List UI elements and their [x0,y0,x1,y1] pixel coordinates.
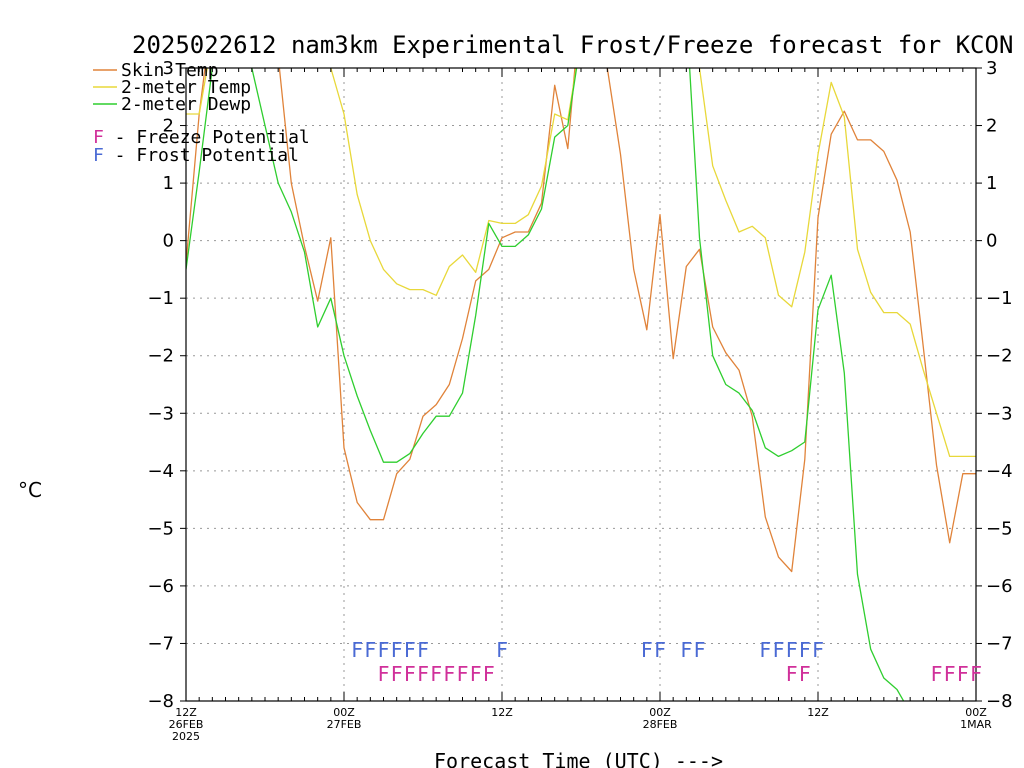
y-tick-label-left: −5 [147,518,174,539]
frost-marker: F [759,638,771,662]
freeze-marker: F [786,662,798,686]
x-tick-label: 28FEB [643,718,678,731]
freeze-marker: F [483,662,495,686]
freeze-marker: F [430,662,442,686]
frost-marker: F [417,638,429,662]
freeze-marker: F [930,662,942,686]
x-tick-label: 00Z [649,706,671,719]
x-tick-label: 00Z [333,706,355,719]
freeze-marker: F [443,662,455,686]
frost-marker: F [496,638,508,662]
y-tick-label-left: −4 [147,461,174,482]
y-tick-label-left: −2 [147,346,174,367]
y-tick-label-right: −6 [986,576,1013,597]
y-tick-label-right: −8 [986,691,1013,712]
frost-marker: F [641,638,653,662]
frost-marker: F [812,638,824,662]
y-tick-label-left: 1 [163,173,174,194]
x-tick-label: 00Z [965,706,987,719]
y-tick-label-right: 2 [986,116,997,137]
legend-label-temp: 2-meter Temp [121,77,251,98]
frost-marker: F [377,638,389,662]
freeze-marker: F [391,662,403,686]
legend-label-skin: Skin Temp [121,60,219,81]
freeze-marker: F [417,662,429,686]
series-line-dewp2m [186,68,905,701]
frost-marker: F [786,638,798,662]
grid [186,68,976,701]
y-tick-label-left: −1 [147,288,174,309]
y-tick-label-left: 2 [163,116,174,137]
freeze-marker: F [799,662,811,686]
legend-label-dewp: 2-meter Dewp [121,94,251,115]
legend-freeze-potential: F - Freeze Potential [93,127,310,148]
y-tick-label-right: −5 [986,518,1013,539]
frost-marker: F [772,638,784,662]
x-tick-label: 1MAR [960,718,992,731]
frost-marker: F [799,638,811,662]
y-tick-label-right: 3 [986,58,997,79]
freeze-marker: F [377,662,389,686]
plot-frame [185,67,977,702]
series-line-skin [186,68,976,573]
x-tick-label: 27FEB [327,718,362,731]
chart-title: 2025022612 nam3km Experimental Frost/Fre… [132,31,1013,59]
frost-marker: F [680,638,692,662]
y-tick-label-right: 0 [986,231,997,252]
x-tick-label: 12Z [491,706,513,719]
freeze-marker: F [944,662,956,686]
y-tick-label-right: −2 [986,346,1013,367]
frost-freeze-markers: F F F F F F F F F F F F F F F FF F F F F F F F F F F F F F F [351,638,982,686]
y-tick-label-left: −8 [147,691,174,712]
y-tick-label-left: −7 [147,633,174,654]
freeze-marker: F [970,662,982,686]
freeze-marker: F [404,662,416,686]
legend-frost-potential: F - Frost Potential [93,145,299,166]
y-tick-label-left: −6 [147,576,174,597]
frost-marker: F [391,638,403,662]
frost-marker: F [693,638,705,662]
y-tick-label-left: −3 [147,403,174,424]
y-tick-label-right: −7 [986,633,1013,654]
y-axis-label: °C [18,478,42,502]
x-axis-label: Forecast Time (UTC) ---> [434,749,723,768]
y-tick-label-right: −1 [986,288,1013,309]
series-line-temp2m [186,68,976,458]
x-tick-label: 12Z [807,706,829,719]
freeze-marker: F [470,662,482,686]
frost-marker: F [404,638,416,662]
y-tick-label-left: 0 [163,231,174,252]
y-tick-label-right: −4 [986,461,1013,482]
frost-marker: F [654,638,666,662]
frost-marker: F [351,638,363,662]
freeze-marker: F [957,662,969,686]
axes: 3 3 2 2 1 1 0 0 −1 −1 −2 −2 −3 −3 −4 −4 −5 −5 −6 −6 −7 −7 −8 −8… [147,58,1012,743]
x-tick-label: 26FEB [169,718,204,731]
y-tick-label-right: −3 [986,403,1013,424]
x-tick-label: 2025 [172,730,200,743]
legend: Skin Temp 2-meter Temp 2-meter Dewp F - … [93,60,310,166]
freeze-marker: F [456,662,468,686]
y-tick-label-left: 3 [163,58,174,79]
series-lines [186,68,976,701]
y-tick-label-right: 1 [986,173,997,194]
x-tick-label: 12Z [175,706,197,719]
frost-marker: F [364,638,376,662]
